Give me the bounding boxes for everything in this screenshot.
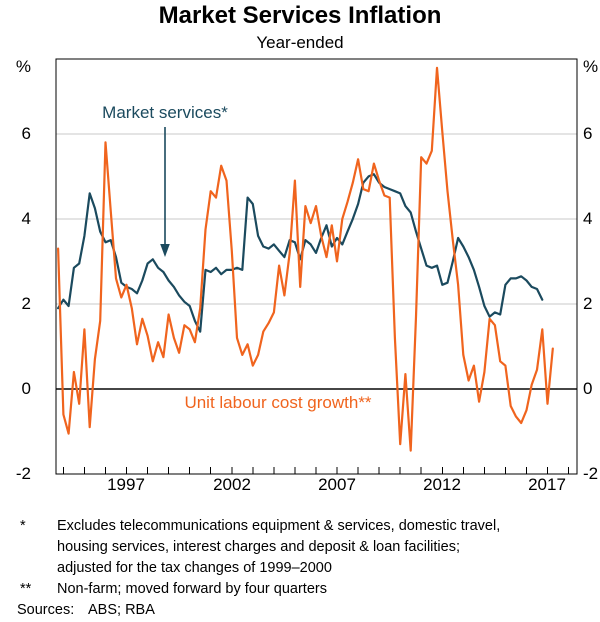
chart-subtitle: Year-ended — [256, 33, 344, 52]
y-tick-label-left-2: 2 — [21, 294, 31, 313]
plot-frame — [55, 58, 578, 475]
x-tick-label-2017: 2017 — [528, 475, 566, 494]
y-tick-label-right-6: 6 — [583, 124, 593, 143]
y-axis-unit-left: % — [15, 57, 31, 76]
sources-label: Sources: — [17, 602, 75, 618]
x-tick-label-2007: 2007 — [318, 475, 356, 494]
sources-text: ABS; RBA — [88, 602, 155, 618]
y-tick-label-left-6: 6 — [21, 124, 31, 143]
footnote-2-text: Non-farm; moved forward by four quarters — [57, 581, 327, 597]
annotation-arrow-head — [160, 244, 170, 257]
footnote-2-marker: ** — [20, 581, 32, 597]
annotation-market-services: Market services* — [102, 103, 228, 122]
series-line-unit-labour-cost — [56, 66, 554, 452]
chart-title: Market Services Inflation — [158, 2, 442, 29]
x-tick-label-2012: 2012 — [423, 475, 461, 494]
x-tick-label-1997: 1997 — [107, 475, 145, 494]
annotation-unit-labour-cost: Unit labour cost growth** — [184, 393, 372, 412]
y-tick-label-left-minus2: -2 — [15, 464, 31, 483]
y-tick-label-left-0: 0 — [21, 379, 31, 398]
y-tick-label-right-4: 4 — [583, 209, 593, 228]
y-tick-label-right-2: 2 — [583, 294, 593, 313]
footnote-1-text: Excludes telecommunications equipment & … — [57, 518, 501, 576]
series-line-market-services — [56, 173, 544, 333]
y-tick-label-right-minus2: -2 — [583, 464, 599, 483]
footnote-1-marker: * — [20, 518, 26, 534]
y-tick-label-right-0: 0 — [583, 379, 593, 398]
x-tick-label-2002: 2002 — [213, 475, 251, 494]
y-axis-unit-right: % — [583, 57, 599, 76]
y-tick-label-left-4: 4 — [21, 209, 31, 228]
